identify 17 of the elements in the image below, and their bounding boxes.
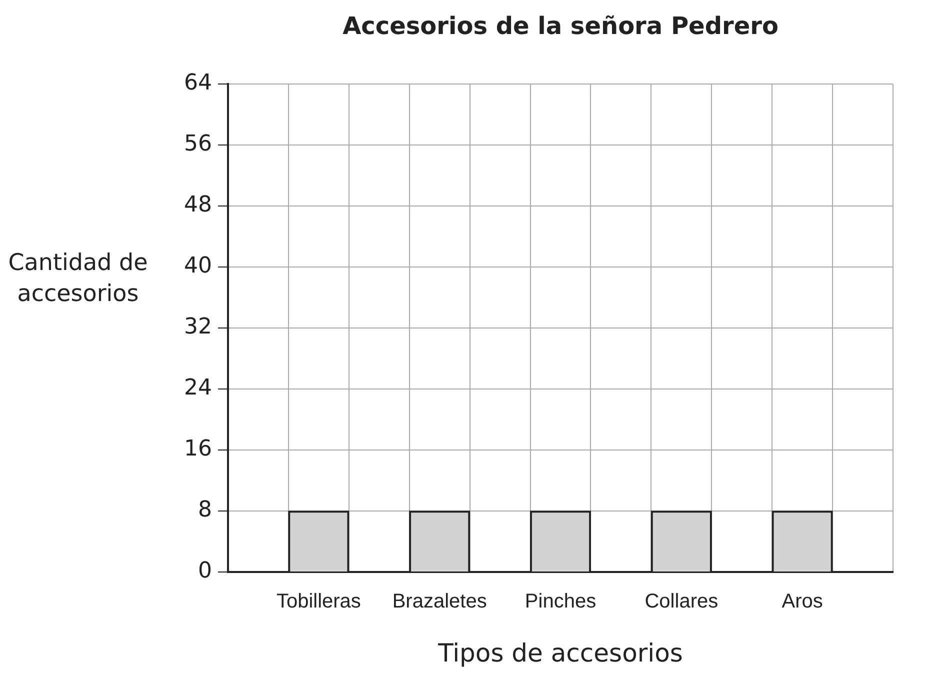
x-tick-label: Pinches [524,590,596,613]
x-tick-label: Tobilleras [276,590,361,613]
y-tick-label: 40 [184,254,212,279]
y-axis-title: Cantidad de accesorios [7,249,149,309]
y-tick-label: 0 [198,558,212,584]
x-tick-label: Aros [782,590,823,613]
x-tick-label: Collares [644,590,718,613]
y-tick-label: 24 [184,376,212,401]
y-tick-label: 64 [184,70,212,96]
y-tick-label: 48 [184,192,212,218]
y-tick-label: 8 [198,498,212,523]
y-tick-label: 56 [184,132,212,157]
y-tick-label: 16 [184,436,212,462]
x-tick-label: Brazaletes [392,590,487,613]
chart-title: Accesorios de la señora Pedrero [342,12,780,40]
y-tick-label: 32 [184,314,212,340]
x-axis-title: Tipos de accesorios [437,638,683,668]
